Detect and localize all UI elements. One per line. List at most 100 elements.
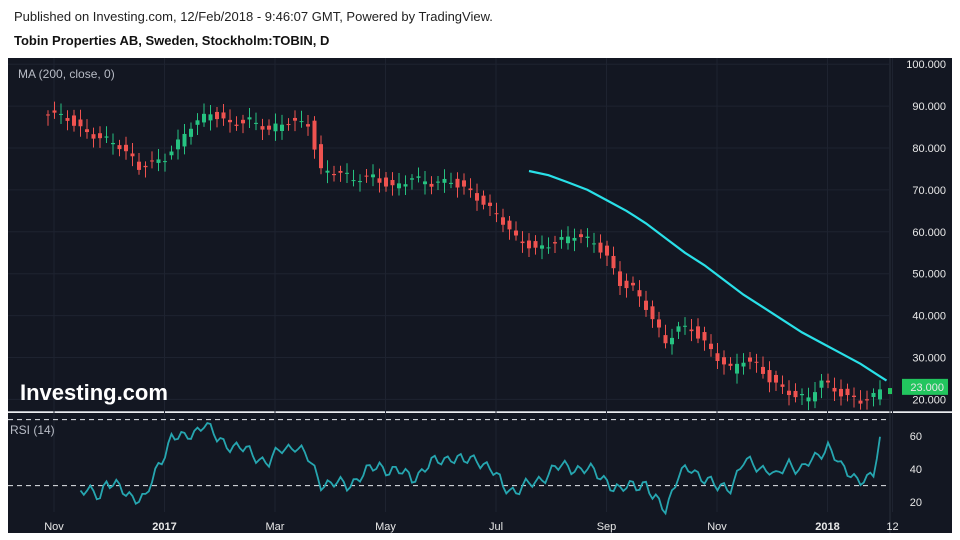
candle-body [351,180,356,182]
candle-body [826,380,830,383]
last-price-text: 23.000 [910,382,944,394]
price-axis [890,58,952,412]
candle-body [475,193,479,201]
candle-body [546,247,551,249]
time-tick-label: 2017 [152,521,176,533]
candle-body [501,217,505,225]
candle-body [137,161,141,170]
candle-body [683,325,687,327]
candle-body [384,177,388,187]
candle-body [234,124,239,126]
candle-body [416,176,421,178]
candle-body [702,332,707,341]
candle-body [715,353,720,361]
time-tick-label: Sep [597,521,617,533]
candle-body [247,117,252,120]
candle-body [364,175,369,177]
candle-body [423,181,427,185]
candle-body [520,241,525,244]
candle-body [117,145,122,150]
candles [46,101,882,411]
candle-body [163,161,167,163]
price-tick-label: 90.000 [912,101,946,113]
candle-body [358,181,362,183]
candle-body [592,243,596,245]
price-tick-label: 30.000 [912,353,946,365]
price-pane[interactable] [8,58,890,412]
last-price-box [902,378,948,395]
candle-body [598,242,603,253]
last-candle-marker [888,388,892,395]
candle-body [468,188,473,191]
time-tick-label: Jul [489,521,503,533]
candle-body [780,384,785,387]
candle-body [332,174,336,176]
candle-body [845,388,850,396]
candle-body [605,245,609,256]
candle-body [345,172,349,174]
candle-body [390,180,395,186]
candle-body [767,370,772,383]
rsi-line [79,421,881,516]
last-price-badge: 23.000 [888,378,948,395]
candle-body [631,282,635,286]
candle-body [689,329,694,332]
candle-body [494,213,499,215]
price-tick-label: 40.000 [912,311,946,323]
candle-body [559,237,564,240]
candle-body [774,374,778,383]
candle-body [176,139,180,150]
candle-body [819,380,824,388]
candle-body [319,144,323,169]
candle-body [150,160,154,162]
candle-body [507,220,512,230]
candle-body [325,170,330,173]
candle-body [637,290,642,297]
candle-body [286,124,291,126]
price-tick-label: 50.000 [912,269,946,281]
candle-body [215,111,219,120]
price-ticks: 100.000 90.000 80.000 70.000 60.000 50.000 40.… [906,59,946,406]
candle-body [611,255,616,269]
candle-body [228,119,232,123]
candle-body [657,319,661,328]
candle-body [579,234,583,238]
candle-body [59,113,63,115]
time-tick-label: 2018 [815,521,839,533]
candle-body [241,119,245,124]
candle-body [858,400,863,404]
candle-body [267,125,271,130]
candle-body [182,133,187,147]
candle-body [878,389,882,400]
candle-body [299,121,304,123]
candle-body [839,388,843,397]
candle-body [722,357,726,365]
rsi-tick-label: 20 [910,497,922,509]
candle-body [748,357,752,362]
candle-body [754,361,759,363]
rsi-guides [8,419,890,487]
candle-body [585,236,590,238]
candle-body [293,117,297,121]
ma-line [528,169,888,382]
candle-body [813,392,817,402]
time-tick-label: Nov [707,521,727,533]
candle-body [124,144,128,152]
rsi-tick-label: 60 [910,431,922,443]
candle-body [111,142,115,145]
instrument-title: Tobin Properties AB, Sweden, Stockholm:T… [14,33,330,48]
candle-body [195,120,200,125]
candle-body [306,124,310,127]
price-tick-label: 20.000 [912,394,946,406]
candle-body [670,337,674,345]
candle-body [696,326,700,339]
candle-body [806,397,811,402]
rsi-ticks: 60 40 20 [910,431,922,509]
candle-body [865,399,869,401]
candle-body [403,184,408,187]
candle-body [540,245,544,249]
candle-body [533,241,538,248]
candle-body [273,123,278,132]
candle-body [91,134,96,139]
